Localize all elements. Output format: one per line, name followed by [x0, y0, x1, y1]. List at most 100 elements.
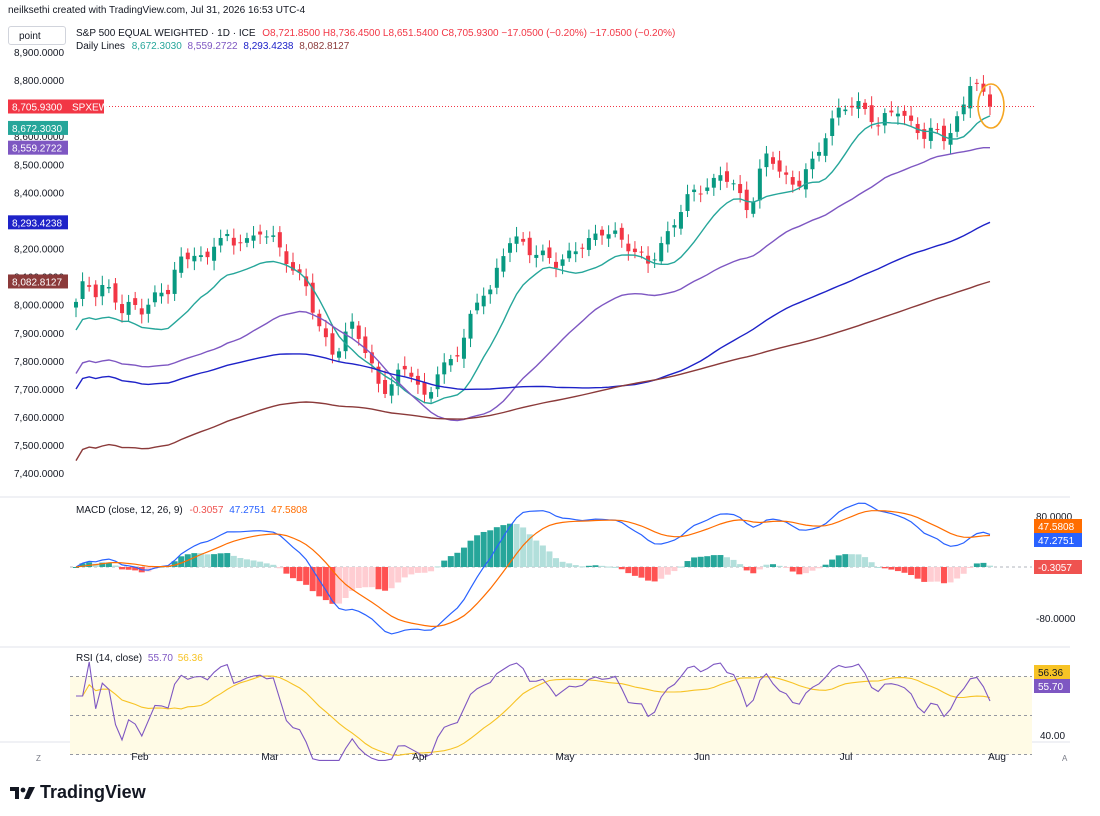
candle-body: [922, 129, 927, 139]
macd-histogram-bar: [947, 567, 954, 583]
symbol-header: S&P 500 EQUAL WEIGHTED · 1D · ICE O8,721…: [76, 28, 675, 39]
candle-body: [836, 107, 841, 118]
macd-histogram-bar: [92, 563, 99, 567]
candle-body: [757, 168, 762, 201]
point-tool-button[interactable]: point: [8, 26, 66, 45]
macd-histogram-bar: [835, 555, 842, 567]
macd-histogram-bar: [756, 567, 763, 570]
candle-body: [698, 193, 703, 195]
macd-histogram-bar: [487, 530, 494, 567]
candle-body: [830, 118, 835, 136]
macd-histogram-bar: [842, 554, 849, 567]
macd-histogram-bar: [421, 567, 428, 573]
ma-value-badge: [8, 140, 68, 155]
macd-histogram-bar: [125, 567, 132, 570]
candle-body: [264, 236, 269, 238]
macd-histogram-bar: [697, 556, 704, 567]
candle-body: [87, 285, 92, 287]
macd-histogram-bar: [158, 566, 165, 568]
macd-histogram-bar: [362, 567, 369, 588]
macd-histogram-bar: [894, 567, 901, 572]
macd-hist-value: -0.3057: [189, 505, 224, 516]
price-tick-label: 8,400.0000: [14, 188, 64, 199]
macd-histogram-bar: [237, 557, 244, 567]
candle-body: [659, 243, 664, 262]
daily-line-value-4: 8,082.8127: [299, 41, 350, 52]
candle-body: [369, 352, 374, 364]
candle-body: [560, 259, 565, 266]
price-tick-label: 7,400.0000: [14, 469, 64, 480]
macd-histogram-bar: [533, 540, 540, 567]
candle-body: [738, 184, 743, 194]
candle-body: [350, 321, 355, 329]
candle-body: [461, 337, 466, 359]
macd-histogram-bar: [599, 565, 606, 567]
candle-body: [429, 392, 434, 399]
macd-histogram-bar: [526, 534, 533, 567]
macd-histogram-bar: [224, 553, 231, 567]
macd-histogram-bar: [480, 531, 487, 567]
candle-body: [810, 158, 815, 170]
candle-body: [218, 237, 223, 246]
candle-body: [205, 251, 210, 258]
moving-average-line: [75, 280, 991, 461]
time-axis-label: Jun: [694, 752, 710, 763]
auto-scale-toggle[interactable]: A: [1062, 754, 1068, 763]
candle-body: [337, 351, 342, 358]
macd-histogram-bar: [921, 567, 928, 582]
macd-histogram-bar: [382, 567, 389, 591]
candle-body: [139, 308, 144, 315]
highlight-ellipse: [977, 83, 1005, 129]
macd-histogram-bar: [546, 551, 553, 567]
macd-value-badge: [1034, 560, 1082, 574]
candle-body: [166, 289, 171, 295]
symbol-title: S&P 500 EQUAL WEIGHTED · 1D · ICE: [76, 28, 256, 39]
tradingview-logo[interactable]: TradingView: [10, 782, 146, 803]
candle-body: [100, 285, 105, 297]
macd-histogram-bar: [592, 565, 599, 567]
candle-body: [409, 372, 414, 377]
macd-line-value: 47.2751: [229, 505, 266, 516]
candle-body: [297, 269, 302, 273]
ohlc-values: O8,721.8500 H8,736.4500 L8,651.5400 C8,7…: [262, 28, 676, 39]
rsi-value-badge-label: 55.70: [1038, 682, 1063, 693]
candle-body: [797, 180, 802, 187]
rsi-ma-value: 56.36: [177, 653, 203, 664]
macd-histogram-bar: [395, 567, 402, 583]
macd-tick-label: -80.0000: [1036, 614, 1076, 625]
time-axis-label: Mar: [261, 752, 279, 763]
candle-body: [396, 369, 401, 386]
daily-lines-label: Daily Lines: [76, 41, 125, 52]
candle-body: [442, 362, 447, 375]
rsi-ma-line: [76, 675, 991, 756]
macd-histogram-bar: [651, 567, 658, 582]
candle-body: [678, 212, 683, 229]
macd-histogram-bar: [303, 567, 310, 585]
macd-histogram-bar: [559, 561, 566, 567]
credit-line: neilksethi created with TradingView.com,…: [8, 5, 306, 16]
macd-histogram-bar: [796, 567, 803, 575]
macd-histogram-bar: [829, 559, 836, 567]
tradingview-logo-icon: [10, 786, 35, 799]
macd-histogram-bar: [520, 527, 527, 567]
macd-histogram-bar: [848, 554, 855, 567]
macd-histogram-bar: [631, 567, 638, 576]
candle-body: [244, 238, 249, 243]
ma-value-badge: [8, 215, 68, 230]
rsi-value-badge: [1034, 679, 1070, 693]
macd-histogram-bar: [737, 564, 744, 567]
macd-line: [75, 502, 991, 635]
macd-value-badge: [1034, 533, 1082, 547]
macd-legend: MACD (close, 12, 26, 9) -0.3057 47.2751 …: [76, 505, 307, 516]
moving-average-line: [75, 115, 991, 405]
candle-body: [974, 82, 979, 84]
macd-histogram-bar: [322, 567, 329, 601]
candle-body: [146, 304, 151, 314]
daily-line-value-2: 8,559.2722: [187, 41, 238, 52]
rsi-value: 55.70: [147, 653, 173, 664]
macd-histogram-bar: [500, 525, 507, 567]
log-scale-toggle[interactable]: Z: [36, 754, 41, 763]
macd-histogram-bar: [967, 567, 974, 568]
macd-histogram-bar: [414, 567, 421, 573]
